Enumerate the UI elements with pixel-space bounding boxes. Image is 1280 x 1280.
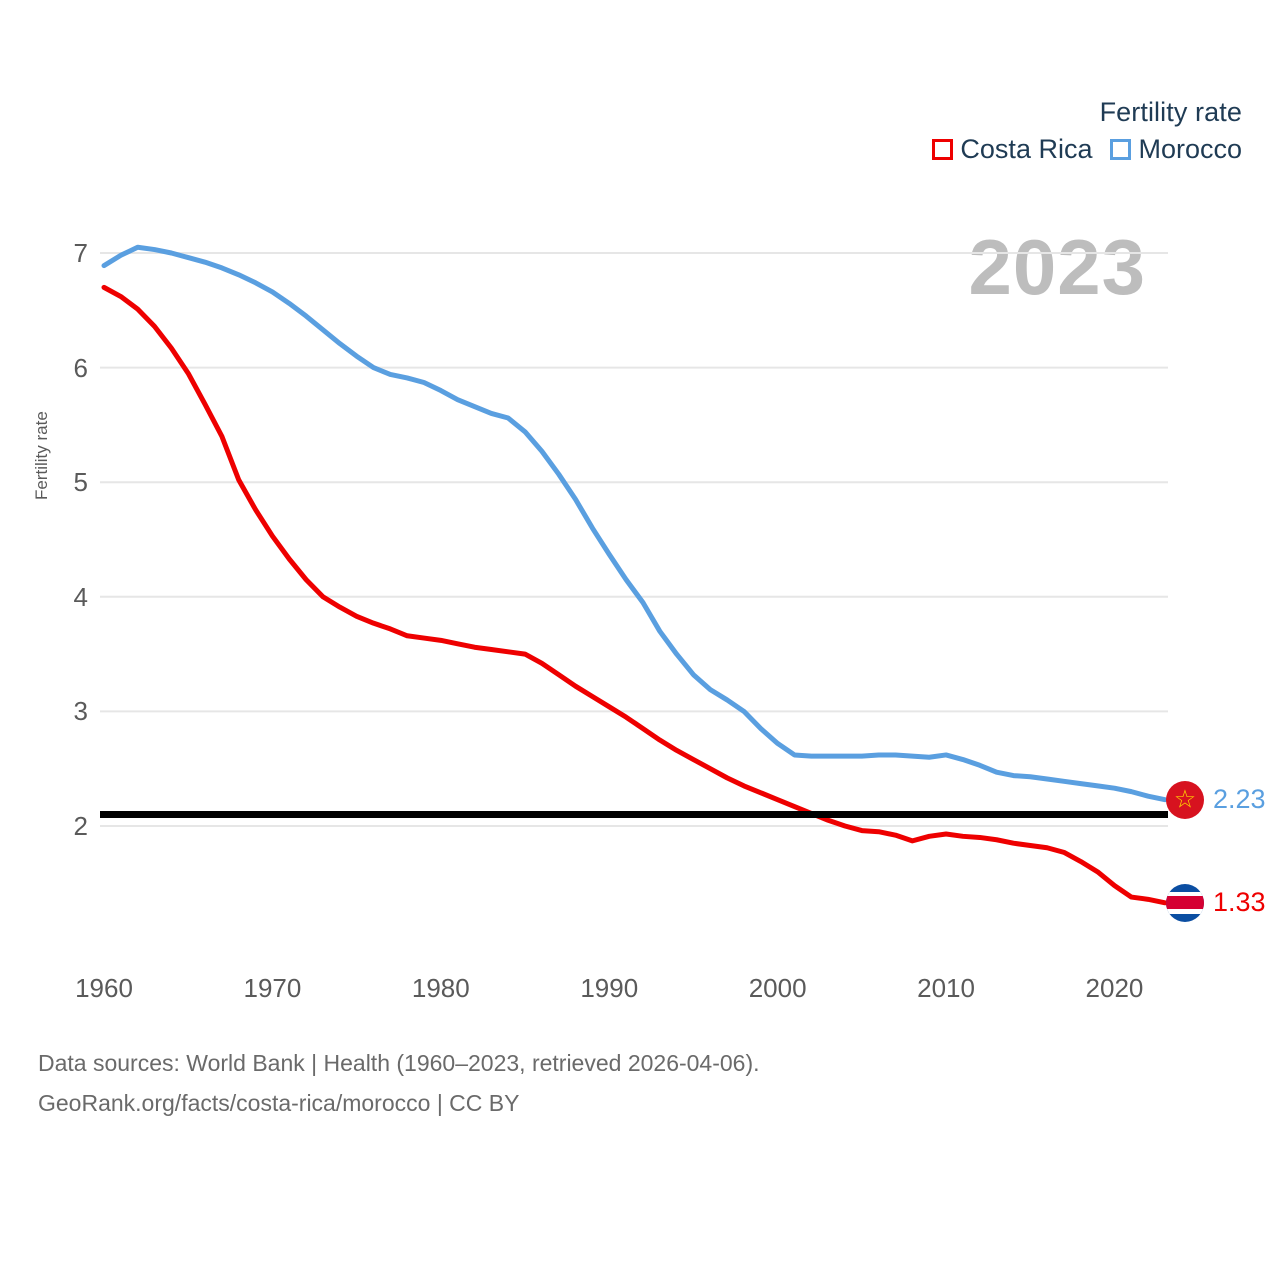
legend-item-morocco[interactable]: Morocco xyxy=(1110,133,1242,164)
x-tick-label: 1960 xyxy=(75,973,133,1003)
star-icon: ☆ xyxy=(1173,785,1197,814)
y-tick-label: 2 xyxy=(73,811,88,841)
morocco-flag-icon: ☆ xyxy=(1166,780,1204,819)
legend-label-morocco: Morocco xyxy=(1138,133,1242,164)
y-tick-label: 5 xyxy=(73,467,88,498)
end-marker-costa-rica[interactable]: 1.33 xyxy=(1166,883,1266,922)
x-tick-label: 1980 xyxy=(411,973,470,1003)
legend-label-costa-rica: Costa Rica xyxy=(960,133,1093,164)
legend-item-costa-rica[interactable]: Costa Rica xyxy=(932,133,1093,164)
x-tick-label: 2020 xyxy=(1085,973,1144,1003)
end-marker-morocco[interactable]: ☆ 2.23 xyxy=(1166,780,1266,819)
legend-swatch-icon-costa-rica xyxy=(932,138,954,160)
end-value-morocco: 2.23 xyxy=(1213,784,1266,815)
footer-attribution: Data sources: World Bank | Health (1960–… xyxy=(38,1043,760,1124)
x-tick-label: 2000 xyxy=(748,973,807,1003)
costa-rica-flag-icon xyxy=(1166,883,1204,922)
y-tick-label: 7 xyxy=(73,238,88,268)
series-line-morocco xyxy=(101,244,1168,803)
flag-band-white-bottom xyxy=(1166,909,1204,914)
y-tick-label: 4 xyxy=(73,581,88,612)
legend-title: Fertility rate xyxy=(1099,97,1242,127)
y-tick-label: 3 xyxy=(73,696,88,727)
footer-line-1: Data sources: World Bank | Health (1960–… xyxy=(38,1050,760,1076)
x-tick-label: 2010 xyxy=(917,973,975,1003)
flag-band-white-top xyxy=(1166,891,1204,897)
chart-legend: Fertility rate Costa Rica Morocco xyxy=(932,96,1242,163)
x-tick-label: 1970 xyxy=(243,973,302,1003)
legend-swatch-icon-morocco xyxy=(1110,138,1132,160)
legend-items: Costa Rica Morocco xyxy=(932,133,1242,164)
x-tick-label: 1990 xyxy=(580,973,639,1003)
footer-line-2: GeoRank.org/facts/costa-rica/morocco | C… xyxy=(38,1090,520,1117)
flag-band-red xyxy=(1166,896,1204,910)
year-watermark: 2023 xyxy=(968,223,1146,311)
y-tick-label: 6 xyxy=(73,352,88,383)
series-line-costa-rica xyxy=(101,284,1168,906)
end-value-costa-rica: 1.33 xyxy=(1213,887,1266,918)
